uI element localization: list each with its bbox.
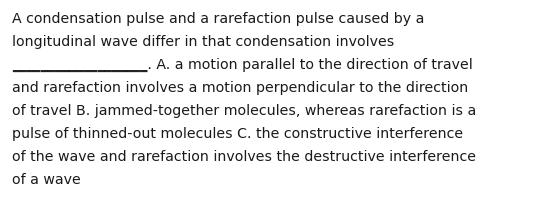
Text: pulse of thinned-out molecules C. the constructive interference: pulse of thinned-out molecules C. the co… (12, 127, 463, 141)
Text: longitudinal wave differ in that condensation involves: longitudinal wave differ in that condens… (12, 35, 395, 49)
Text: and rarefaction involves a motion perpendicular to the direction: and rarefaction involves a motion perpen… (12, 81, 468, 95)
Text: of a wave: of a wave (12, 173, 81, 187)
Text: A condensation pulse and a rarefaction pulse caused by a: A condensation pulse and a rarefaction p… (12, 12, 425, 26)
Text: of travel B. jammed-together molecules, whereas rarefaction is a: of travel B. jammed-together molecules, … (12, 104, 476, 118)
Text: ___________________: ___________________ (12, 58, 147, 72)
Text: of the wave and rarefaction involves the destructive interference: of the wave and rarefaction involves the… (12, 150, 476, 164)
Text: ___________________. A. a motion parallel to the direction of travel: ___________________. A. a motion paralle… (12, 58, 473, 72)
